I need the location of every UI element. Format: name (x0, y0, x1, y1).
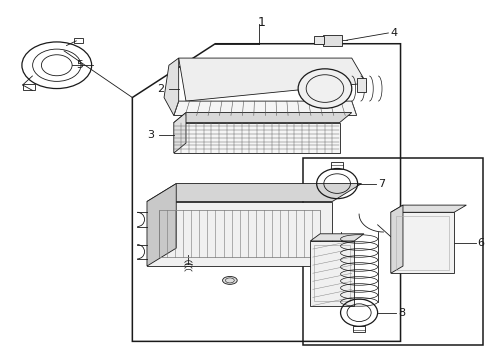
Bar (313, 36, 324, 44)
Text: 8: 8 (397, 308, 405, 318)
Polygon shape (173, 101, 356, 116)
Text: 6: 6 (477, 238, 484, 248)
Polygon shape (390, 212, 453, 273)
Bar (159, 211, 320, 257)
Polygon shape (390, 205, 402, 273)
Bar (330, 162, 342, 168)
Polygon shape (163, 58, 178, 116)
Bar (322, 35, 341, 45)
Text: 3: 3 (147, 130, 154, 140)
Polygon shape (310, 234, 363, 241)
Polygon shape (147, 184, 176, 266)
Polygon shape (173, 113, 185, 153)
Bar (74, 39, 82, 43)
Text: 2: 2 (157, 84, 163, 94)
Polygon shape (147, 202, 331, 266)
Polygon shape (173, 123, 339, 153)
Bar (303, 158, 483, 345)
Bar (395, 216, 448, 270)
Circle shape (298, 69, 351, 108)
Bar (352, 326, 364, 332)
Bar (356, 78, 366, 92)
Polygon shape (310, 241, 353, 306)
Polygon shape (173, 113, 351, 123)
Text: 7: 7 (378, 179, 385, 189)
Bar (314, 245, 349, 301)
Text: 5: 5 (76, 60, 83, 70)
Polygon shape (178, 58, 366, 101)
Text: 4: 4 (390, 28, 397, 38)
Polygon shape (390, 205, 466, 212)
Text: 1: 1 (257, 16, 265, 29)
Ellipse shape (222, 276, 237, 284)
Polygon shape (147, 184, 361, 202)
Bar (22, 84, 35, 90)
